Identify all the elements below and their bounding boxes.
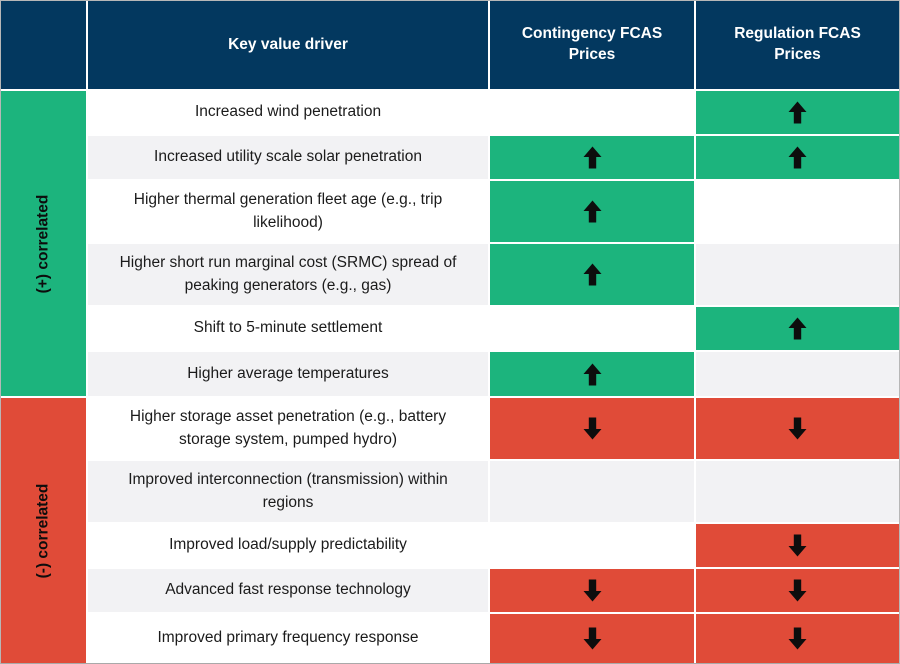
up-arrow-icon — [582, 363, 603, 386]
down-arrow-icon — [787, 579, 808, 602]
contingency-cell — [490, 461, 694, 522]
contingency-cell — [490, 136, 694, 179]
regulation-cell — [696, 398, 899, 459]
group-label-negative-correlated: (-) correlated — [1, 398, 86, 663]
regulation-cell — [696, 181, 899, 242]
down-arrow-icon — [582, 627, 603, 650]
driver-cell: Increased utility scale solar penetratio… — [88, 136, 488, 179]
driver-cell: Higher thermal generation fleet age (e.g… — [88, 181, 488, 242]
header-regulation-fcas-prices: Regulation FCAS Prices — [696, 1, 899, 89]
contingency-cell — [490, 398, 694, 459]
up-arrow-icon — [787, 101, 808, 124]
regulation-cell — [696, 524, 899, 567]
down-arrow-icon — [582, 579, 603, 602]
down-arrow-icon — [787, 417, 808, 440]
header-contingency-fcas-prices: Contingency FCAS Prices — [490, 1, 694, 89]
up-arrow-icon — [787, 317, 808, 340]
contingency-cell — [490, 307, 694, 350]
group-label-text: (-) correlated — [34, 483, 52, 578]
down-arrow-icon — [787, 534, 808, 557]
up-arrow-icon — [582, 146, 603, 169]
header-corner-cell — [1, 1, 86, 89]
regulation-cell — [696, 614, 899, 663]
down-arrow-icon — [787, 627, 808, 650]
group-label-positive-correlated: (+) correlated — [1, 91, 86, 396]
up-arrow-icon — [582, 263, 603, 286]
driver-cell: Higher average temperatures — [88, 352, 488, 396]
contingency-cell — [490, 91, 694, 134]
contingency-cell — [490, 244, 694, 305]
contingency-cell — [490, 614, 694, 663]
up-arrow-icon — [582, 200, 603, 223]
regulation-cell — [696, 136, 899, 179]
regulation-cell — [696, 461, 899, 522]
contingency-cell — [490, 524, 694, 567]
regulation-cell — [696, 569, 899, 612]
contingency-cell — [490, 352, 694, 396]
contingency-cell — [490, 569, 694, 612]
header-key-value-driver: Key value driver — [88, 1, 488, 89]
driver-cell: Improved interconnection (transmission) … — [88, 461, 488, 522]
down-arrow-icon — [582, 417, 603, 440]
contingency-cell — [490, 181, 694, 242]
driver-cell: Shift to 5-minute settlement — [88, 307, 488, 350]
driver-cell: Higher storage asset penetration (e.g., … — [88, 398, 488, 459]
up-arrow-icon — [787, 146, 808, 169]
driver-cell: Improved primary frequency response — [88, 614, 488, 663]
driver-cell: Higher short run marginal cost (SRMC) sp… — [88, 244, 488, 305]
regulation-cell — [696, 352, 899, 396]
regulation-cell — [696, 91, 899, 134]
regulation-cell — [696, 307, 899, 350]
regulation-cell — [696, 244, 899, 305]
driver-cell: Advanced fast response technology — [88, 569, 488, 612]
group-label-text: (+) correlated — [34, 194, 52, 293]
driver-cell: Increased wind penetration — [88, 91, 488, 134]
driver-cell: Improved load/supply predictability — [88, 524, 488, 567]
